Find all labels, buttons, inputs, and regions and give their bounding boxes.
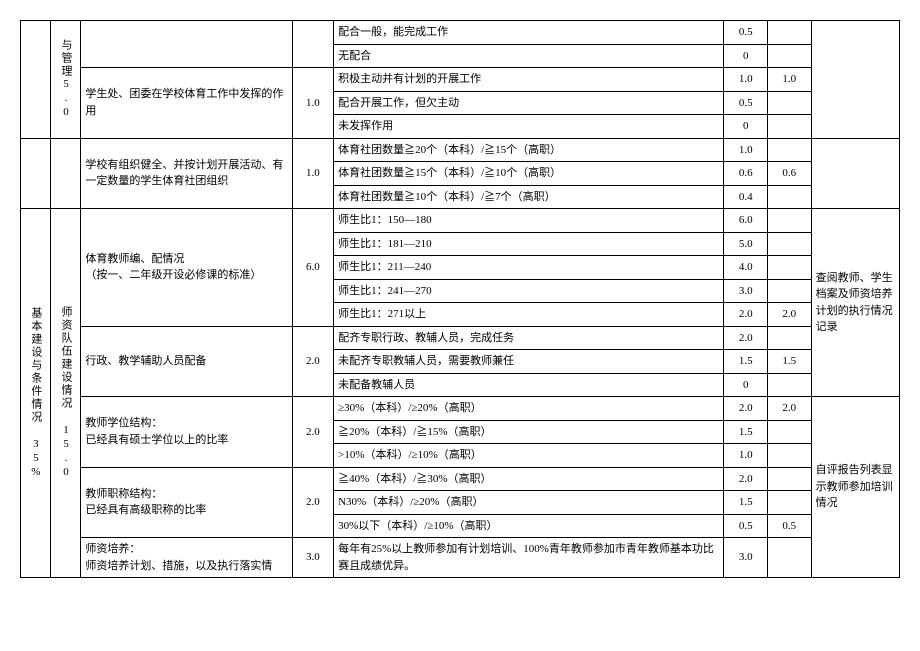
criteria: 每年有25%以上教师参加有计划培训、100%青年教师参加市青年教师基本功比赛且成… [334, 538, 724, 578]
criteria: 师生比1：181—210 [334, 232, 724, 256]
actual [768, 256, 812, 280]
actual [768, 491, 812, 515]
notes: 查阅教师、学生档案及师资培养计划的执行情况记录 [811, 209, 899, 397]
criteria: 未发挥作用 [334, 115, 724, 139]
pts: 1.0 [292, 68, 333, 139]
spacer-col [51, 138, 81, 209]
desc: 学校有组织健全、并按计划开展活动、有一定数量的学生体育社团组织 [81, 138, 292, 209]
desc: 教师学位结构： 已经具有硕士学位以上的比率 [81, 397, 292, 468]
criteria: 30%以下（本科）/≥10%（高职） [334, 514, 724, 538]
desc: 行政、教学辅助人员配备 [81, 326, 292, 397]
actual: 1.0 [768, 68, 812, 92]
actual: 0.5 [768, 514, 812, 538]
desc: 学生处、团委在学校体育工作中发挥的作用 [81, 68, 292, 139]
score: 2.0 [724, 303, 768, 327]
criteria: 配齐专职行政、教辅人员，完成任务 [334, 326, 724, 350]
actual [768, 420, 812, 444]
mid-label: 师资队伍建设情况 15.0 [51, 209, 81, 578]
desc: 体育教师编、配情况 （按一、二年级开设必修课的标准） [81, 209, 292, 327]
pts: 3.0 [292, 538, 333, 578]
notes [811, 138, 899, 209]
actual [768, 444, 812, 468]
actual: 0.6 [768, 162, 812, 186]
score: 0.4 [724, 185, 768, 209]
criteria: 师生比1：241—270 [334, 279, 724, 303]
actual [768, 538, 812, 578]
desc: 教师职称结构： 已经具有高级职称的比率 [81, 467, 292, 538]
criteria: 体育社团数量≧15个（本科）/≧10个（高职） [334, 162, 724, 186]
pts: 1.0 [292, 138, 333, 209]
criteria: 未配备教辅人员 [334, 373, 724, 397]
criteria: ≧40%（本科）/≧30%（高职） [334, 467, 724, 491]
actual [768, 44, 812, 68]
criteria: 无配合 [334, 44, 724, 68]
actual [768, 138, 812, 162]
score: 2.0 [724, 397, 768, 421]
desc-cell [81, 21, 292, 68]
actual: 2.0 [768, 397, 812, 421]
left-label: 基本建设与条件情况 35% [21, 209, 51, 578]
score: 4.0 [724, 256, 768, 280]
pts-cell [292, 21, 333, 68]
notes [811, 21, 899, 139]
actual [768, 326, 812, 350]
spacer-col [21, 138, 51, 209]
evaluation-table: 与管理5.0 配合一般，能完成工作 0.5 无配合 0 学生处、团委在学校体育工… [20, 20, 900, 578]
notes: 自评报告列表显示教师参加培训情况 [811, 397, 899, 578]
actual: 1.5 [768, 350, 812, 374]
score: 1.5 [724, 350, 768, 374]
desc: 师资培养： 师资培养计划、措施，以及执行落实情 [81, 538, 292, 578]
pts: 2.0 [292, 326, 333, 397]
criteria: ≧20%（本科）/≧15%（高职） [334, 420, 724, 444]
criteria: 师生比1：150—180 [334, 209, 724, 233]
score: 3.0 [724, 279, 768, 303]
actual [768, 467, 812, 491]
actual: 2.0 [768, 303, 812, 327]
score: 2.0 [724, 326, 768, 350]
criteria: 配合开展工作，但欠主动 [334, 91, 724, 115]
score: 1.0 [724, 138, 768, 162]
score: 0 [724, 44, 768, 68]
actual [768, 115, 812, 139]
pts: 6.0 [292, 209, 333, 327]
score: 0.5 [724, 514, 768, 538]
row-label-management: 与管理5.0 [51, 21, 81, 139]
pts: 2.0 [292, 467, 333, 538]
pts: 2.0 [292, 397, 333, 468]
actual [768, 91, 812, 115]
actual [768, 279, 812, 303]
criteria: 师生比1：271以上 [334, 303, 724, 327]
score: 2.0 [724, 467, 768, 491]
criteria: 未配齐专职教辅人员，需要教师兼任 [334, 350, 724, 374]
score: 0 [724, 373, 768, 397]
actual [768, 232, 812, 256]
score: 0.5 [724, 21, 768, 45]
score: 1.0 [724, 444, 768, 468]
criteria: ≥30%（本科）/≥20%（高职） [334, 397, 724, 421]
score: 1.0 [724, 68, 768, 92]
score: 5.0 [724, 232, 768, 256]
spacer-col [21, 21, 51, 139]
score: 0 [724, 115, 768, 139]
score: 1.5 [724, 420, 768, 444]
criteria: >10%（本科）/≥10%（高职） [334, 444, 724, 468]
actual [768, 185, 812, 209]
actual [768, 209, 812, 233]
actual [768, 373, 812, 397]
criteria: 师生比1：211—240 [334, 256, 724, 280]
criteria: 配合一般，能完成工作 [334, 21, 724, 45]
criteria: 体育社团数量≧20个（本科）/≧15个（高职） [334, 138, 724, 162]
criteria: N30%（本科）/≥20%（高职） [334, 491, 724, 515]
score: 0.5 [724, 91, 768, 115]
criteria: 积极主动并有计划的开展工作 [334, 68, 724, 92]
score: 0.6 [724, 162, 768, 186]
criteria: 体育社团数量≧10个（本科）/≧7个（高职） [334, 185, 724, 209]
score: 1.5 [724, 491, 768, 515]
score: 3.0 [724, 538, 768, 578]
score: 6.0 [724, 209, 768, 233]
actual [768, 21, 812, 45]
